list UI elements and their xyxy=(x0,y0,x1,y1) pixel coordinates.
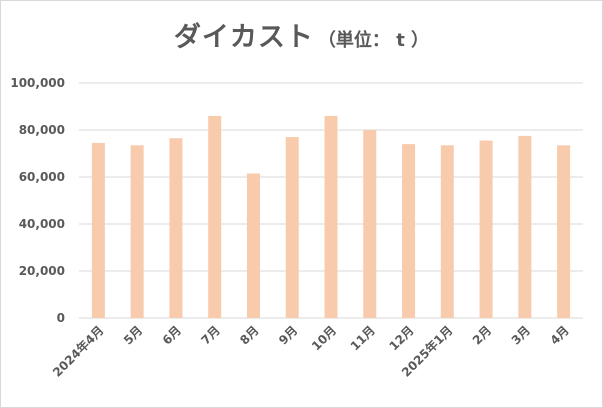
bar xyxy=(285,137,299,318)
bar xyxy=(518,135,532,318)
x-tick-label: 3月 xyxy=(509,323,533,347)
chart-title: ダイカスト （単位： t ） xyxy=(1,15,602,54)
x-tick-label: 2024年4月 xyxy=(49,323,106,380)
bar xyxy=(169,138,183,318)
bar xyxy=(402,144,416,318)
bar xyxy=(557,145,571,318)
y-tick-label: 40,000 xyxy=(19,217,65,231)
x-tick-label: 6月 xyxy=(160,323,184,347)
x-tick-label: 11月 xyxy=(348,323,378,353)
x-tick-label: 2月 xyxy=(470,323,494,347)
bar xyxy=(208,115,222,319)
x-tick-label: 7月 xyxy=(199,323,223,347)
bars xyxy=(91,115,571,319)
x-tick-label: 9月 xyxy=(276,323,300,347)
bar xyxy=(246,173,260,318)
y-axis-tick-labels: 0 20,000 40,000 60,000 80,000 100,000 xyxy=(10,76,65,325)
x-tick-label: 12月 xyxy=(386,323,416,353)
x-tick-label: 5月 xyxy=(121,323,145,347)
y-tick-label: 0 xyxy=(57,311,65,325)
bar xyxy=(363,130,377,318)
bar xyxy=(440,145,454,318)
bar xyxy=(91,142,105,318)
y-tick-label: 60,000 xyxy=(19,170,65,184)
bar xyxy=(479,140,493,318)
bar xyxy=(130,145,144,318)
x-tick-label: 4月 xyxy=(547,323,571,347)
chart-title-main: ダイカスト xyxy=(173,22,314,53)
bar xyxy=(324,115,338,319)
y-tick-label: 20,000 xyxy=(19,264,65,278)
chart-title-unit: （単位： t ） xyxy=(317,30,430,51)
y-tick-label: 80,000 xyxy=(19,123,65,137)
x-tick-label: 10月 xyxy=(309,323,339,353)
y-tick-label: 100,000 xyxy=(10,76,65,90)
x-tick-label: 8月 xyxy=(237,323,261,347)
